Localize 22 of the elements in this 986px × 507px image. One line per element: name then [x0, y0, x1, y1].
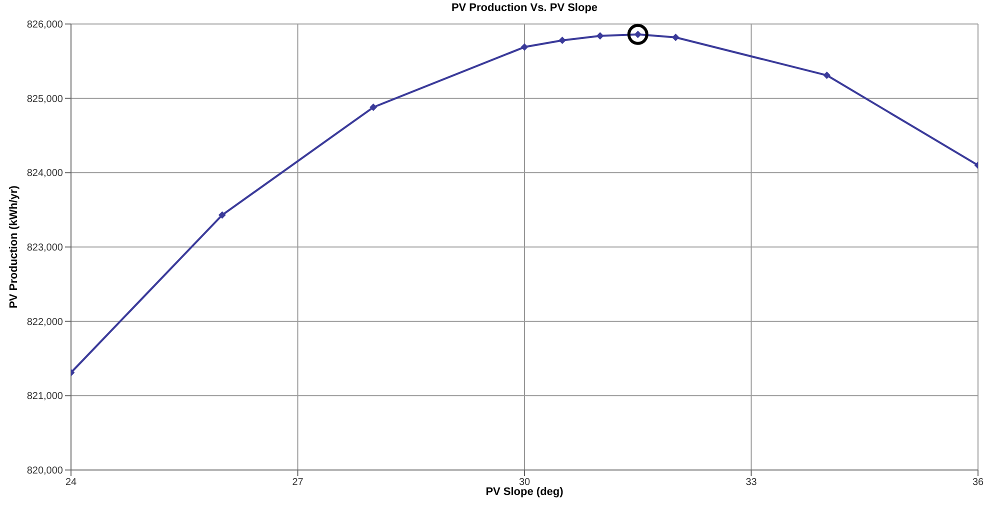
chart-title: PV Production Vs. PV Slope — [450, 2, 599, 14]
x-tick-label: 24 — [65, 477, 77, 488]
point — [558, 36, 566, 44]
x-tick-label: 27 — [292, 477, 304, 488]
point — [596, 32, 604, 40]
y-tick-label: 824,000 — [26, 168, 64, 180]
y-tick-label: 821,000 — [26, 391, 64, 402]
point — [218, 212, 226, 219]
point — [370, 104, 377, 111]
y-tick-label: 826,000 — [26, 20, 64, 31]
y-tick-label: 822,000 — [26, 316, 64, 328]
x-tick-label: 36 — [972, 477, 984, 488]
point — [672, 34, 680, 41]
y-axis-title: PV Production (kWh/yr) — [8, 186, 20, 308]
x-axis-title: PV Slope (deg) — [486, 486, 564, 498]
x-tick-label: 33 — [746, 477, 758, 488]
y-tick-label: 823,000 — [26, 242, 64, 254]
point — [823, 72, 830, 79]
y-tick-label: 820,000 — [26, 466, 64, 477]
x-tick-label: 30 — [518, 477, 530, 488]
y-tick-label: 825,000 — [26, 94, 64, 105]
point — [521, 44, 528, 51]
